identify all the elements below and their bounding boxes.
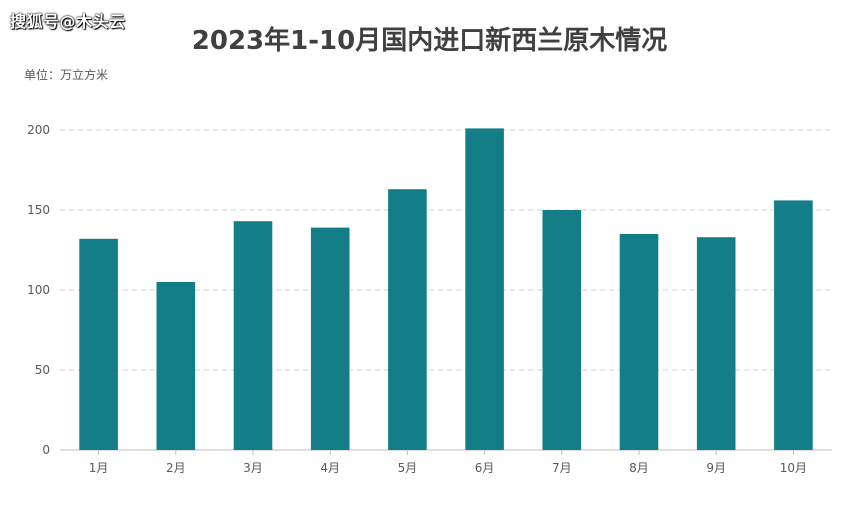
x-tick-label: 10月	[780, 461, 807, 475]
x-tick-label: 2月	[166, 461, 186, 475]
unit-label: 单位：万立方米	[24, 68, 109, 82]
x-tick-label: 9月	[706, 461, 726, 475]
y-tick-label: 200	[27, 123, 50, 137]
x-tick-label: 4月	[320, 461, 340, 475]
bar	[310, 227, 350, 450]
y-tick-label: 150	[27, 203, 50, 217]
bar	[619, 234, 659, 450]
chart-title: 2023年1-10月国内进口新西兰原木情况	[191, 26, 668, 56]
bar	[465, 128, 504, 450]
bar	[696, 237, 736, 450]
x-tick-label: 7月	[552, 461, 572, 475]
x-tick-label: 6月	[475, 461, 495, 475]
bar	[233, 221, 273, 450]
bar	[774, 200, 813, 450]
y-tick-label: 50	[35, 363, 50, 377]
watermark: 搜狐号@木头云	[10, 12, 126, 31]
bar	[388, 189, 427, 450]
x-tick-label: 1月	[89, 461, 109, 475]
x-tick-label: 8月	[629, 461, 649, 475]
bar	[156, 282, 196, 450]
bar	[542, 210, 582, 450]
bar	[79, 238, 118, 450]
x-tick-label: 3月	[243, 461, 263, 475]
x-tick-label: 5月	[398, 461, 418, 475]
y-tick-label: 100	[27, 283, 50, 297]
y-tick-label: 0	[42, 443, 50, 457]
